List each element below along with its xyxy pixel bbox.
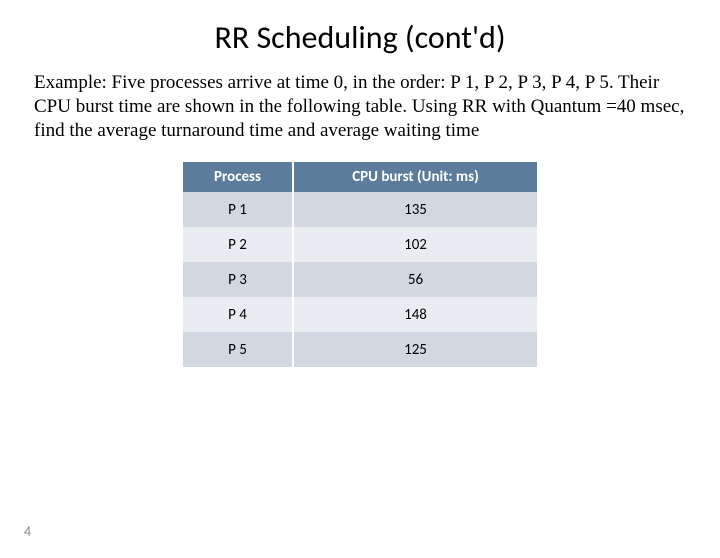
process-table-container: Process CPU burst (Unit: ms) P 1 135 P 2… <box>183 162 537 367</box>
table-row: P 5 125 <box>183 332 537 367</box>
table-header-row: Process CPU burst (Unit: ms) <box>183 162 537 192</box>
col-header-burst: CPU burst (Unit: ms) <box>293 162 537 192</box>
table-row: P 3 56 <box>183 262 537 297</box>
cell-process: P 2 <box>183 227 293 262</box>
cell-burst: 125 <box>293 332 537 367</box>
cell-process: P 3 <box>183 262 293 297</box>
cell-burst: 148 <box>293 297 537 332</box>
cell-process: P 4 <box>183 297 293 332</box>
slide: RR Scheduling (cont'd) Example: Five pro… <box>0 18 720 558</box>
process-table: Process CPU burst (Unit: ms) P 1 135 P 2… <box>183 162 537 367</box>
table-row: P 2 102 <box>183 227 537 262</box>
cell-burst: 56 <box>293 262 537 297</box>
table-row: P 4 148 <box>183 297 537 332</box>
table-row: P 1 135 <box>183 192 537 227</box>
col-header-process: Process <box>183 162 293 192</box>
cell-burst: 135 <box>293 192 537 227</box>
page-title: RR Scheduling (cont'd) <box>0 18 720 57</box>
cell-process: P 5 <box>183 332 293 367</box>
example-text: Example: Five processes arrive at time 0… <box>34 71 686 142</box>
cell-process: P 1 <box>183 192 293 227</box>
cell-burst: 102 <box>293 227 537 262</box>
page-number: 4 <box>24 523 31 540</box>
